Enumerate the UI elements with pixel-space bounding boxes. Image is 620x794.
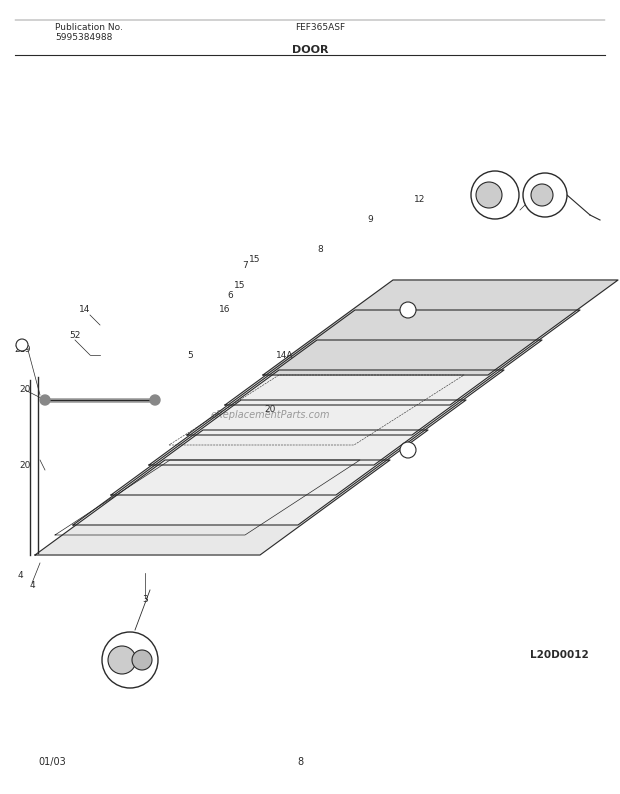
- Circle shape: [16, 339, 28, 351]
- Circle shape: [400, 442, 416, 458]
- Text: 20: 20: [264, 406, 276, 414]
- Text: eReplacementParts.com: eReplacementParts.com: [210, 410, 330, 420]
- Text: 20: 20: [19, 386, 30, 395]
- Circle shape: [40, 395, 50, 405]
- Text: 60B: 60B: [111, 657, 129, 666]
- Circle shape: [132, 650, 152, 670]
- Text: 8: 8: [297, 757, 303, 767]
- Text: FEF365ASF: FEF365ASF: [295, 24, 345, 33]
- Text: 16: 16: [219, 306, 231, 314]
- Text: 5995384988: 5995384988: [55, 33, 112, 43]
- Text: 14: 14: [79, 306, 91, 314]
- Text: 14A: 14A: [277, 350, 294, 360]
- Text: 20: 20: [19, 461, 30, 469]
- Text: 10: 10: [541, 191, 551, 201]
- Text: 15: 15: [234, 280, 246, 290]
- Text: DOOR: DOOR: [292, 45, 328, 55]
- Polygon shape: [187, 340, 542, 435]
- Polygon shape: [73, 430, 428, 525]
- Polygon shape: [149, 370, 504, 465]
- Circle shape: [108, 646, 136, 674]
- Polygon shape: [111, 400, 466, 495]
- Text: 15: 15: [249, 256, 261, 264]
- Text: 52: 52: [69, 330, 81, 340]
- Text: 01/03: 01/03: [38, 757, 66, 767]
- Text: 39: 39: [19, 345, 31, 354]
- Text: 5: 5: [187, 350, 193, 360]
- Text: Publication No.: Publication No.: [55, 24, 123, 33]
- Text: 20: 20: [14, 345, 25, 354]
- Text: 3: 3: [142, 596, 148, 604]
- Text: 12: 12: [414, 195, 426, 205]
- Text: 7: 7: [242, 260, 248, 269]
- Circle shape: [400, 302, 416, 318]
- Circle shape: [150, 395, 160, 405]
- Text: 4: 4: [29, 580, 35, 589]
- Text: 6: 6: [227, 291, 233, 299]
- Text: 4: 4: [17, 571, 23, 580]
- Polygon shape: [35, 460, 390, 555]
- Text: 9: 9: [367, 215, 373, 225]
- Circle shape: [523, 173, 567, 217]
- Circle shape: [531, 184, 553, 206]
- Circle shape: [102, 632, 158, 688]
- Polygon shape: [263, 280, 618, 375]
- Text: 8: 8: [317, 245, 323, 255]
- Polygon shape: [225, 310, 580, 405]
- Text: 10B: 10B: [479, 191, 495, 201]
- Text: L20D0012: L20D0012: [530, 650, 589, 660]
- Circle shape: [476, 182, 502, 208]
- Circle shape: [471, 171, 519, 219]
